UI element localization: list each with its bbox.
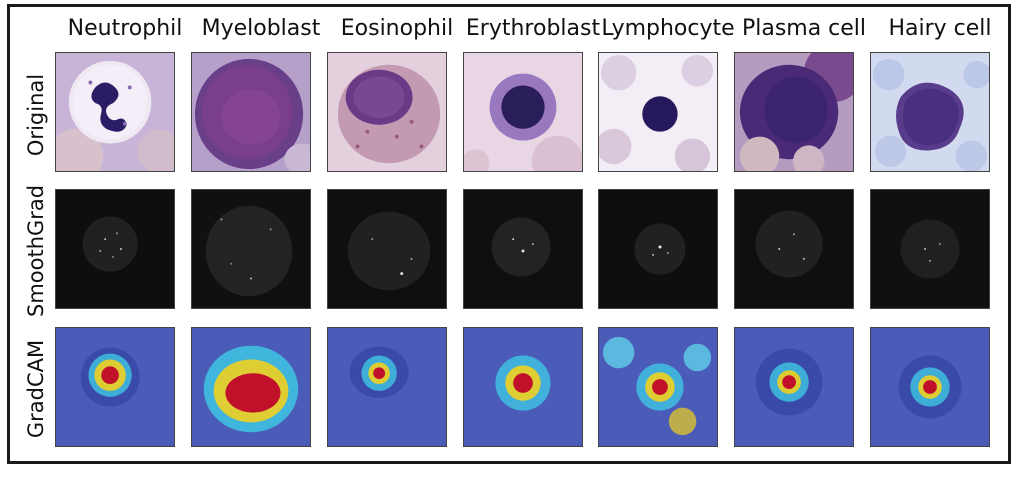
original-erythroblast-image — [463, 52, 583, 172]
original-eosinophil-image — [327, 52, 447, 172]
gradcam-hairy-cell-map — [870, 327, 990, 447]
smoothgrad-lymphocyte-map — [598, 189, 718, 309]
column-header-eosinophil: Eosinophil — [340, 16, 454, 41]
column-header-lymphocyte: Lymphocyte — [601, 16, 735, 41]
row-label-original: Original — [24, 73, 48, 157]
smoothgrad-neutrophil-map — [55, 189, 175, 309]
column-header-plasma-cell: Plasma cell — [741, 16, 867, 41]
row-label-smoothgrad: SmoothGrad — [24, 184, 48, 317]
original-plasma-cell-image — [734, 52, 854, 172]
original-neutrophil-image — [55, 52, 175, 172]
gradcam-myeloblast-map — [191, 327, 311, 447]
row-label-gradcam: GradCAM — [24, 339, 48, 439]
smoothgrad-erythroblast-map — [463, 189, 583, 309]
column-header-neutrophil: Neutrophil — [67, 16, 183, 41]
column-header-erythroblast: Erythroblast — [465, 16, 601, 41]
original-hairy-cell-image — [870, 52, 990, 172]
gradcam-plasma-cell-map — [734, 327, 854, 447]
smoothgrad-hairy-cell-map — [870, 189, 990, 309]
gradcam-eosinophil-map — [327, 327, 447, 447]
smoothgrad-plasma-cell-map — [734, 189, 854, 309]
column-header-myeloblast: Myeloblast — [201, 16, 321, 41]
column-header-hairy-cell: Hairy cell — [888, 16, 992, 41]
gradcam-lymphocyte-map — [598, 327, 718, 447]
gradcam-neutrophil-map — [55, 327, 175, 447]
smoothgrad-myeloblast-map — [191, 189, 311, 309]
original-myeloblast-image — [191, 52, 311, 172]
original-lymphocyte-image — [598, 52, 718, 172]
smoothgrad-eosinophil-map — [327, 189, 447, 309]
gradcam-erythroblast-map — [463, 327, 583, 447]
